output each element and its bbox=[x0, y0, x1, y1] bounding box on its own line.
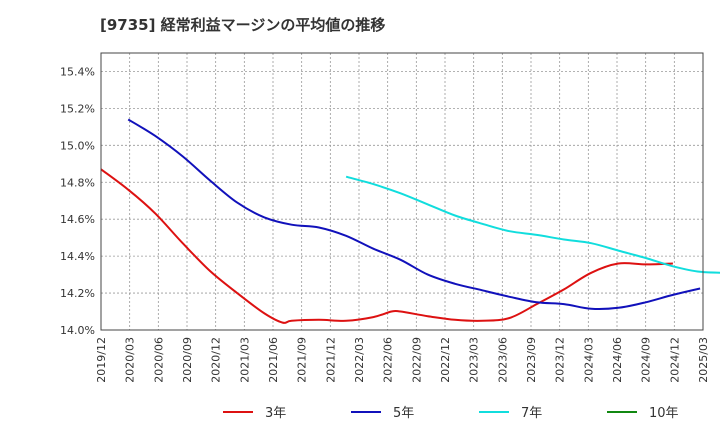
series-line-3 bbox=[345, 175, 720, 274]
series-line-2 bbox=[127, 118, 701, 311]
plot-frame bbox=[100, 52, 704, 331]
x-tick-label: 2021/09 bbox=[296, 337, 309, 383]
y-tick-label: 14.4% bbox=[60, 250, 95, 263]
x-tick-label: 2022/12 bbox=[439, 337, 452, 383]
x-tick-label: 2020/06 bbox=[152, 337, 165, 383]
y-axis: 14.0% 14.2% 14.4% 14.6% 14.8% 15.0% 15.2% 15.4% bbox=[60, 65, 95, 337]
x-tick-label: 2024/12 bbox=[668, 337, 681, 383]
legend-label: 3年 bbox=[265, 406, 286, 421]
y-tick-label: 14.0% bbox=[60, 324, 95, 337]
x-tick-label: 2020/12 bbox=[210, 337, 223, 383]
x-tick-label: 2023/06 bbox=[496, 337, 509, 383]
x-tick-label: 2021/12 bbox=[324, 337, 337, 383]
x-tick-label: 2023/03 bbox=[468, 337, 481, 383]
x-tick-label: 2020/09 bbox=[181, 337, 194, 383]
x-tick-label: 2021/06 bbox=[267, 337, 280, 383]
x-tick-label: 2025/03 bbox=[697, 337, 710, 383]
x-axis: 2019/12 2020/03 2020/06 2020/09 2020/12 2021/… bbox=[95, 337, 710, 383]
x-tick-label: 2024/03 bbox=[582, 337, 595, 383]
legend-label: 10年 bbox=[649, 406, 679, 421]
x-tick-label: 2024/06 bbox=[611, 337, 624, 383]
x-tick-label: 2021/03 bbox=[238, 337, 251, 383]
x-tick-label: 2023/12 bbox=[554, 337, 567, 383]
legend: 3年 5年 7年 10年 bbox=[223, 406, 679, 421]
grid bbox=[100, 53, 704, 331]
x-tick-label: 2023/09 bbox=[525, 337, 538, 383]
x-tick-label: 2024/09 bbox=[640, 337, 653, 383]
y-tick-label: 14.2% bbox=[60, 287, 95, 300]
series-lines bbox=[100, 118, 720, 324]
series-line-1 bbox=[100, 168, 673, 324]
chart-title: [9735] 経常利益マージンの平均値の推移 bbox=[100, 16, 386, 34]
x-tick-label: 2022/03 bbox=[353, 337, 366, 383]
legend-label: 5年 bbox=[393, 406, 414, 421]
x-tick-label: 2020/03 bbox=[124, 337, 137, 383]
x-tick-label: 2022/09 bbox=[410, 337, 423, 383]
y-tick-label: 15.2% bbox=[60, 102, 95, 115]
x-tick-label: 2019/12 bbox=[95, 337, 108, 383]
y-tick-label: 14.6% bbox=[60, 213, 95, 226]
y-tick-label: 14.8% bbox=[60, 176, 95, 189]
y-tick-label: 15.0% bbox=[60, 139, 95, 152]
legend-label: 7年 bbox=[521, 406, 542, 421]
y-tick-label: 15.4% bbox=[60, 65, 95, 78]
x-tick-label: 2022/06 bbox=[382, 337, 395, 383]
